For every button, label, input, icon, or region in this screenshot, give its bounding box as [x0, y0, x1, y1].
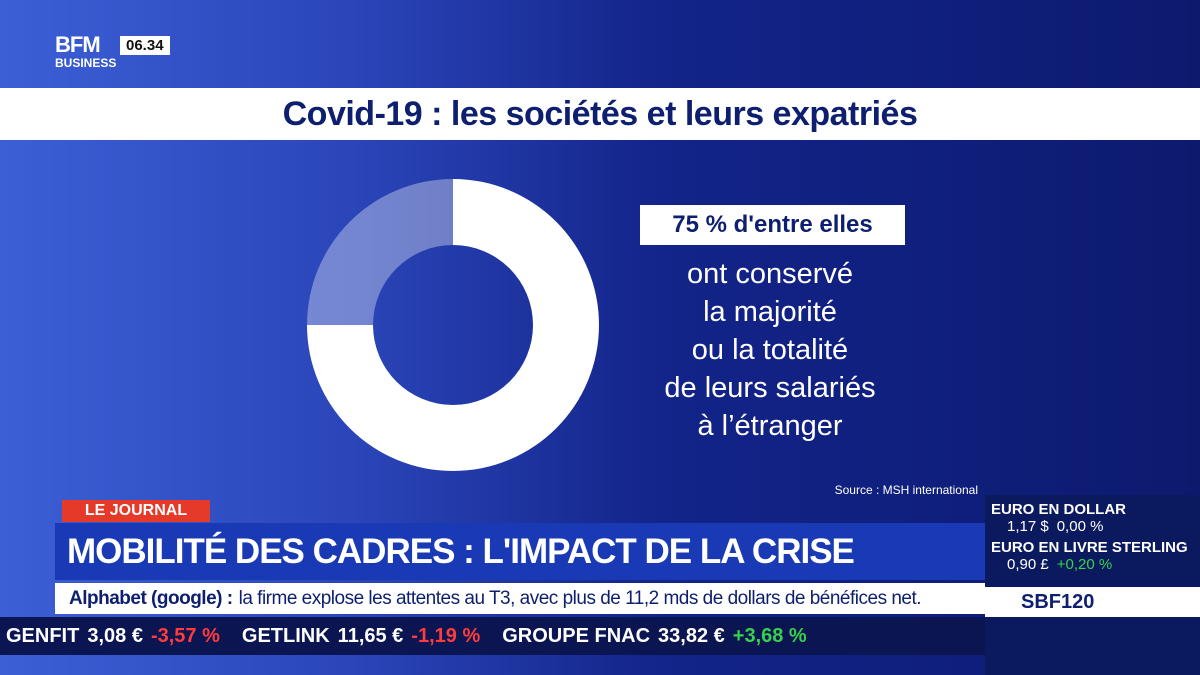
show-tag: LE JOURNAL — [62, 500, 210, 522]
stock-change: -1,19 % — [411, 625, 481, 647]
stock-price: 11,65 € — [337, 625, 404, 647]
description: ont conservé la majorité ou la totalité de … — [620, 255, 920, 445]
market-price: 1,17 $ — [1007, 518, 1049, 535]
market-label: EURO EN LIVRE STERLING — [991, 539, 1188, 556]
stock-change: -3,57 % — [150, 625, 220, 647]
market-value: 1,17 $ 0,00 % — [985, 518, 1126, 535]
stock-ticker: GENFIT 3,08 € -3,57 % GETLINK 11,65 € -1,19 %… — [0, 617, 991, 655]
stock-name: GROUPE FNAC — [502, 625, 651, 647]
stock-name: GETLINK — [241, 625, 330, 647]
stock-name: GENFIT — [6, 625, 80, 647]
clock: 06.34 — [120, 36, 170, 55]
value-label: 75 % d'entre elles — [640, 205, 905, 245]
news-subject: Alphabet (google) : — [69, 588, 233, 609]
market-label: EURO EN DOLLAR — [991, 501, 1126, 518]
chart-title: Covid-19 : les sociétés et leurs expatri… — [0, 88, 1200, 140]
news-crawl: Alphabet (google) : la firme explose les … — [55, 583, 985, 614]
market-item: EURO EN LIVRE STERLING 0,90 £ +0,20 % — [985, 539, 1188, 573]
description-line: de leurs salariés — [664, 372, 876, 404]
source: Source : MSH international — [834, 483, 978, 497]
logo: BFM BUSINESS — [55, 32, 117, 71]
stock-price: 3,08 € — [87, 625, 143, 647]
market-change: +0,20 % — [1056, 556, 1113, 573]
donut-slice — [307, 179, 599, 471]
market-panel: SBF120 EURO EN DOLLAR 1,17 $0,00 % EURO EN… — [985, 495, 1200, 675]
description-line: la majorité — [703, 296, 837, 328]
description-line: ou la totalité — [691, 334, 849, 366]
market-change: 0,00 % — [1056, 518, 1104, 535]
market-price: 0,90 £ — [1007, 556, 1049, 573]
news-text: la firme explose les attentes au T3, ave… — [238, 588, 922, 609]
index-name: SBF120 — [985, 587, 1200, 617]
market-item: EURO EN DOLLAR 1,17 $ 0,00 % — [985, 501, 1126, 535]
donut-slice — [307, 179, 453, 325]
logo-bottom: BUSINESS — [55, 56, 117, 70]
market-value: 0,90 £ +0,20 % — [985, 556, 1188, 573]
stock-price: 33,82 € — [658, 625, 725, 647]
stock-change: +3,68 % — [732, 625, 807, 647]
headline: MOBILITÉ DES CADRES : L'IMPACT DE LA CRI… — [55, 523, 985, 580]
description-line: ont conservé — [686, 258, 854, 290]
logo-top: BFM — [55, 32, 101, 57]
description-line: à l’étranger — [697, 410, 843, 442]
